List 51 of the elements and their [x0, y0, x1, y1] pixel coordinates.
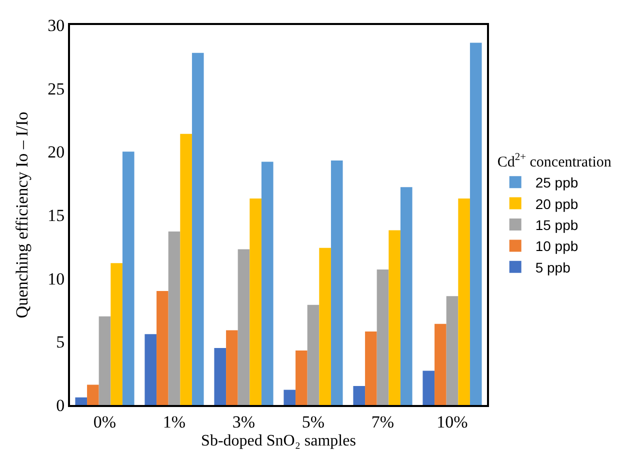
- bar: [192, 52, 204, 405]
- legend-label: 25 ppb: [535, 174, 578, 191]
- y-tick-label: 15: [48, 206, 65, 225]
- bar: [376, 269, 389, 405]
- bar: [87, 384, 99, 405]
- bar: [400, 187, 412, 405]
- bar: [226, 330, 238, 405]
- bar: [214, 348, 226, 405]
- x-tick-label: 10%: [436, 412, 468, 432]
- bar: [319, 248, 331, 405]
- x-axis-title: Sb-doped SnO₂ samples: [201, 432, 356, 450]
- x-tick-label: 0%: [93, 412, 116, 432]
- bar: [122, 152, 134, 405]
- bar: [168, 231, 180, 405]
- bar: [446, 296, 458, 405]
- y-tick-label: 0: [56, 396, 65, 415]
- x-tick-label: 1%: [162, 412, 186, 432]
- bar: [156, 291, 168, 405]
- bar: [250, 198, 262, 405]
- legend-label: 5 ppb: [535, 259, 571, 276]
- bar: [296, 350, 308, 405]
- bar: [330, 160, 343, 405]
- bar: [284, 390, 296, 405]
- bar: [144, 334, 157, 405]
- x-tick-label: 5%: [302, 412, 325, 432]
- y-axis-title: Quenching efficiency Io – I/Io: [12, 112, 32, 318]
- legend-label: 15 ppb: [535, 216, 578, 233]
- bar: [388, 230, 400, 405]
- y-tick-label: 5: [56, 332, 65, 352]
- y-tick-label: 25: [48, 79, 65, 98]
- bar: [422, 370, 435, 405]
- bar: [458, 198, 470, 405]
- bar: [365, 332, 377, 405]
- bar: [110, 263, 122, 405]
- y-tick-label: 10: [48, 269, 65, 288]
- legend-label: 10 ppb: [535, 238, 578, 254]
- bar: [470, 42, 482, 405]
- bar: [98, 316, 111, 405]
- bar: [261, 162, 274, 405]
- legend-label: 20 ppb: [535, 196, 578, 212]
- legend-title: Cd$^{2+}$ concentration: [497, 152, 612, 170]
- bar: [180, 134, 192, 405]
- y-tick-label: 20: [48, 142, 65, 162]
- bar: [434, 324, 446, 405]
- y-tick-label: 30: [48, 16, 65, 35]
- bar: [353, 386, 366, 405]
- bar: [307, 304, 320, 405]
- bar: [238, 249, 250, 405]
- x-tick-label: 3%: [232, 412, 256, 432]
- x-tick-label: 7%: [371, 412, 394, 432]
- bar: [75, 397, 88, 405]
